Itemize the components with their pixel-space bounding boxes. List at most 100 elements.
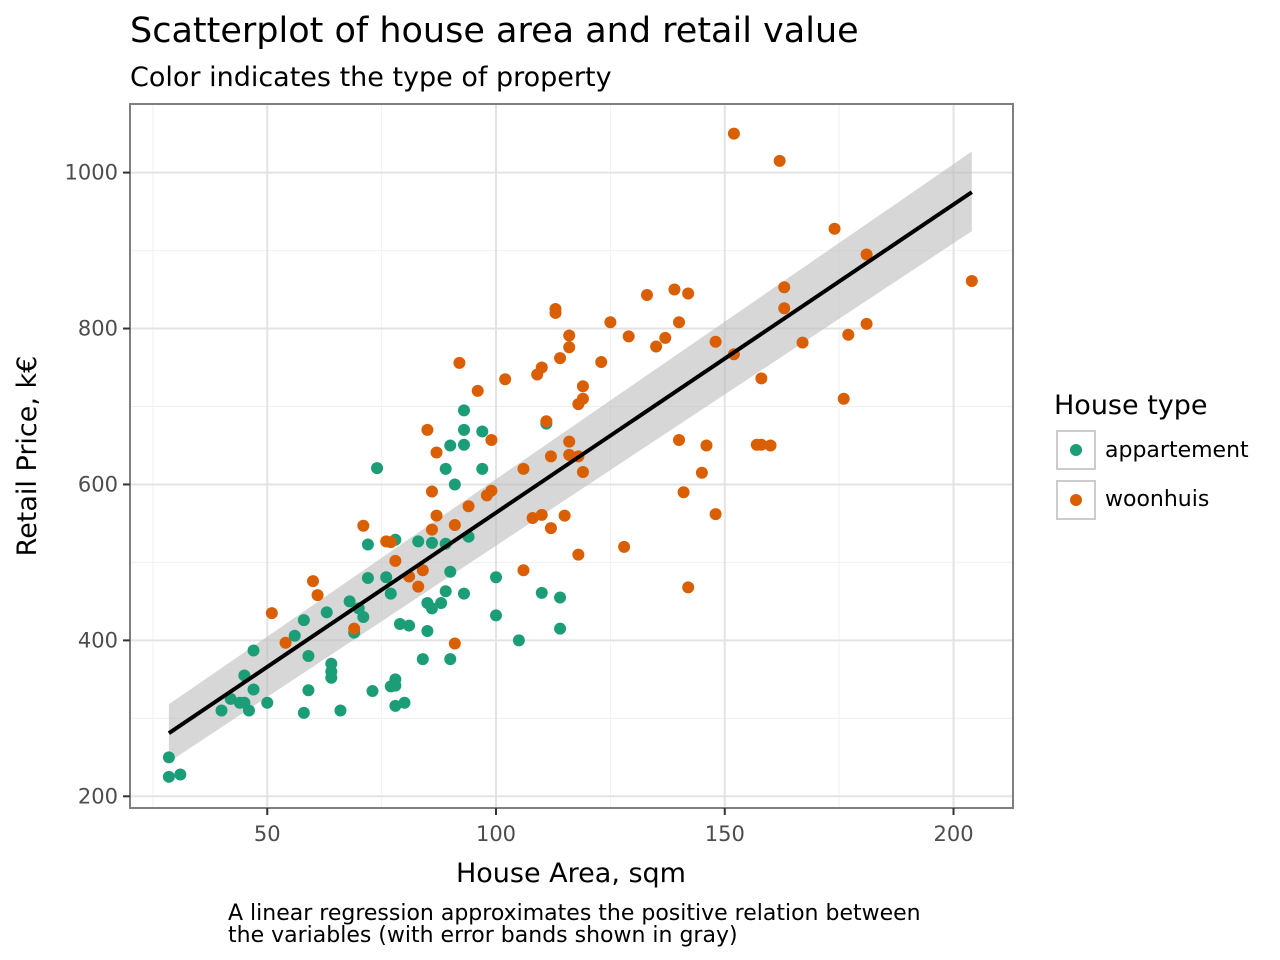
point-appartement	[403, 619, 416, 632]
point-appartement	[261, 696, 274, 709]
point-woonhuis	[348, 622, 361, 635]
point-appartement	[174, 768, 187, 781]
point-appartement	[389, 699, 402, 712]
point-woonhuis	[425, 523, 438, 536]
legend-item-appartement: appartement	[1056, 430, 1249, 470]
y-axis-title: Retail Price, k€	[12, 356, 43, 557]
point-woonhuis	[517, 462, 530, 475]
chart-caption-line-2: the variables (with error bands shown in…	[228, 923, 738, 948]
point-appartement	[325, 671, 338, 684]
point-appartement	[398, 696, 411, 709]
point-woonhuis	[618, 540, 631, 553]
x-tick-label: 200	[933, 822, 973, 846]
data-points	[162, 127, 978, 783]
point-appartement	[302, 649, 315, 662]
point-woonhuis	[389, 554, 402, 567]
point-woonhuis	[668, 283, 681, 296]
point-woonhuis	[563, 448, 576, 461]
point-appartement	[512, 634, 525, 647]
x-tick-label: 150	[705, 822, 745, 846]
point-appartement	[439, 585, 452, 598]
point-appartement	[302, 684, 315, 697]
point-woonhuis	[412, 580, 425, 593]
point-woonhuis	[682, 287, 695, 300]
point-woonhuis	[307, 575, 320, 588]
point-woonhuis	[535, 361, 548, 374]
x-axis-ticks: 50 100 150 200	[254, 808, 974, 846]
point-appartement	[457, 438, 470, 451]
point-appartement	[444, 565, 457, 578]
point-appartement	[215, 704, 228, 717]
point-appartement	[393, 618, 406, 631]
point-appartement	[554, 591, 567, 604]
point-woonhuis	[572, 548, 585, 561]
point-appartement	[366, 685, 379, 698]
point-appartement	[457, 587, 470, 600]
point-woonhuis	[357, 519, 370, 532]
point-appartement	[490, 609, 503, 622]
point-woonhuis	[778, 281, 791, 294]
point-woonhuis	[430, 509, 443, 522]
legend-title: House type	[1054, 390, 1208, 421]
point-woonhuis	[563, 329, 576, 342]
point-woonhuis	[860, 248, 873, 261]
point-woonhuis	[384, 536, 397, 549]
point-appartement	[476, 425, 489, 438]
point-appartement	[247, 644, 260, 657]
point-appartement	[476, 462, 489, 475]
point-woonhuis	[462, 500, 475, 513]
point-appartement	[162, 770, 175, 783]
point-appartement	[425, 602, 438, 615]
y-tick-label: 400	[78, 628, 118, 652]
regression-line	[167, 190, 973, 735]
x-axis-title: House Area, sqm	[456, 858, 686, 889]
point-appartement	[490, 571, 503, 584]
point-appartement	[242, 704, 255, 717]
point-woonhuis	[416, 564, 429, 577]
point-woonhuis	[265, 607, 278, 620]
point-woonhuis	[755, 438, 768, 451]
point-appartement	[416, 653, 429, 666]
point-woonhuis	[709, 335, 722, 348]
point-woonhuis	[558, 509, 571, 522]
y-tick-label: 200	[78, 784, 118, 808]
point-woonhuis	[673, 316, 686, 329]
point-appartement	[535, 586, 548, 599]
point-appartement	[384, 587, 397, 600]
point-appartement	[444, 439, 457, 452]
point-appartement	[439, 462, 452, 475]
point-woonhuis	[796, 336, 809, 349]
point-woonhuis	[700, 439, 713, 452]
chart-title: Scatterplot of house area and retail val…	[130, 11, 859, 51]
point-woonhuis	[544, 522, 557, 535]
point-woonhuis	[535, 508, 548, 521]
point-woonhuis	[576, 380, 589, 393]
point-woonhuis	[677, 486, 690, 499]
point-woonhuis	[828, 222, 841, 235]
legend-label: appartement	[1105, 438, 1249, 463]
point-appartement	[357, 610, 370, 623]
y-tick-label: 600	[78, 472, 118, 496]
point-appartement	[371, 462, 384, 475]
point-woonhuis	[576, 465, 589, 478]
point-woonhuis	[773, 154, 786, 167]
point-appartement	[448, 478, 461, 491]
x-tick-label: 50	[254, 822, 281, 846]
point-woonhuis	[563, 341, 576, 354]
point-woonhuis	[425, 485, 438, 498]
point-woonhuis	[595, 356, 608, 369]
legend-key-dot	[1070, 444, 1082, 456]
plot-border	[129, 103, 1014, 809]
point-woonhuis	[517, 564, 530, 577]
point-woonhuis	[860, 317, 873, 330]
point-appartement	[361, 538, 374, 551]
point-woonhuis	[430, 446, 443, 459]
point-woonhuis	[778, 302, 791, 315]
point-appartement	[457, 404, 470, 417]
y-axis-ticks: 200 400 600 800 1000	[65, 161, 130, 808]
point-woonhuis	[837, 392, 850, 405]
legend-label: woonhuis	[1105, 487, 1209, 512]
point-woonhuis	[682, 581, 695, 594]
point-appartement	[247, 683, 260, 696]
